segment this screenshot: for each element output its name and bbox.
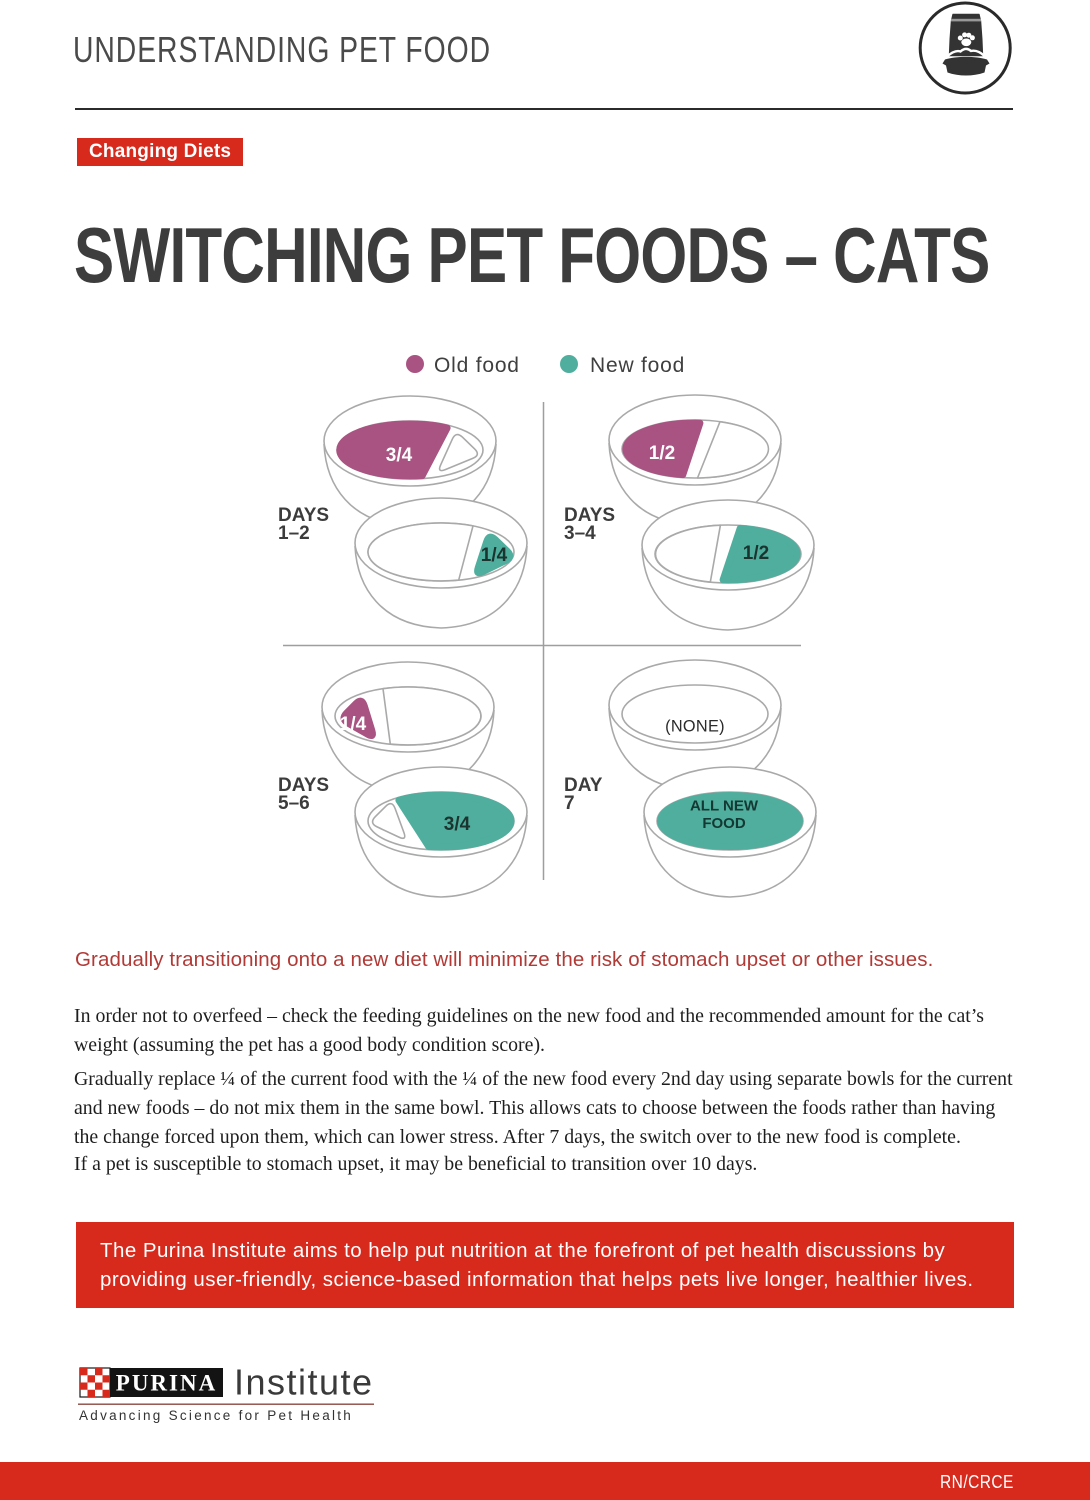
svg-text:ALL NEW: ALL NEW <box>690 798 759 815</box>
svg-text:PURINA: PURINA <box>116 1371 217 1396</box>
svg-text:Advancing Science for Pet Heal: Advancing Science for Pet Health <box>79 1408 353 1423</box>
svg-text:3/4: 3/4 <box>444 814 471 835</box>
svg-text:FOOD: FOOD <box>702 815 745 832</box>
svg-text:3/4: 3/4 <box>386 445 413 466</box>
svg-text:(NONE): (NONE) <box>665 718 725 736</box>
svg-text:1/2: 1/2 <box>743 543 769 564</box>
svg-text:1/4: 1/4 <box>481 545 508 566</box>
svg-text:1/2: 1/2 <box>649 443 675 464</box>
svg-text:Institute: Institute <box>234 1366 374 1403</box>
svg-text:1/4: 1/4 <box>340 714 367 735</box>
